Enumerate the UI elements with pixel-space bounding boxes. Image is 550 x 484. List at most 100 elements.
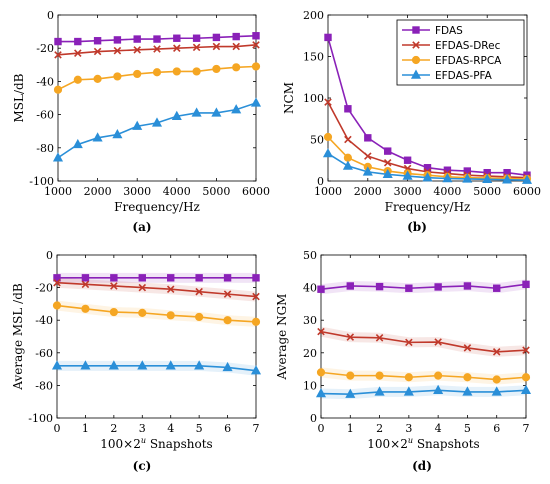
x-tick-label: 6 xyxy=(224,422,231,435)
data-point xyxy=(344,135,352,144)
data-point-stroke-b xyxy=(53,278,61,287)
x-axis-label-tail: Snapshots xyxy=(146,437,213,451)
x-axis-label-superscript: u xyxy=(408,436,413,445)
x-tick-label: 4 xyxy=(167,422,174,435)
plot-area-frame xyxy=(320,254,527,419)
data-point xyxy=(222,361,233,372)
data-point-stroke-b xyxy=(110,282,118,290)
data-point xyxy=(434,283,442,291)
data-point xyxy=(110,274,118,282)
y-axis-label: NCM xyxy=(282,82,296,114)
data-point xyxy=(192,34,201,42)
data-point-stroke-b xyxy=(252,292,260,301)
panel-caption: (b) xyxy=(407,220,427,234)
data-point-stroke-b xyxy=(54,51,62,59)
data-point xyxy=(362,166,373,176)
series-line xyxy=(57,365,257,372)
data-point-stroke-b xyxy=(434,338,442,346)
data-point xyxy=(493,284,501,292)
data-point xyxy=(212,42,221,51)
data-point xyxy=(113,72,122,81)
data-point xyxy=(173,44,181,52)
data-point xyxy=(251,62,261,71)
data-point xyxy=(195,287,203,296)
data-point xyxy=(232,42,240,51)
data-point xyxy=(323,132,333,142)
data-point xyxy=(405,284,413,292)
data-point xyxy=(364,152,372,160)
data-point xyxy=(434,371,443,380)
data-point xyxy=(522,280,530,289)
x-axis-label-tail: Snapshots xyxy=(413,437,480,451)
legend-label: EFDAS-DRec xyxy=(435,40,501,52)
data-point xyxy=(223,316,232,325)
series-efdas-pfa xyxy=(315,384,532,398)
data-point xyxy=(402,170,413,180)
data-point-stroke-b xyxy=(324,98,332,106)
data-point xyxy=(109,307,118,317)
data-point xyxy=(374,386,385,396)
data-point xyxy=(72,138,83,149)
data-point-stroke-b xyxy=(405,338,413,347)
data-point xyxy=(433,384,444,394)
series-fdas xyxy=(54,32,260,46)
data-point-stroke-b xyxy=(173,44,181,52)
x-tick-label: 7 xyxy=(523,422,530,435)
series-efdas-pfa xyxy=(322,148,533,184)
x-axis-label-text: 100×2 xyxy=(367,437,408,451)
y-tick-label: 0 xyxy=(46,249,53,262)
data-point xyxy=(442,172,453,183)
data-point xyxy=(384,147,392,155)
x-tick-label: 1000 xyxy=(44,185,72,198)
series-fdas xyxy=(53,274,260,282)
data-point xyxy=(93,37,102,45)
legend-marker xyxy=(410,69,422,79)
y-tick-label: 0 xyxy=(47,9,54,22)
y-tick-label: 0 xyxy=(310,412,317,425)
data-point xyxy=(462,386,473,396)
x-tick-label: 3 xyxy=(405,422,412,435)
series-line xyxy=(320,389,527,396)
data-point xyxy=(81,280,90,289)
data-point xyxy=(73,75,82,84)
x-axis-label: Frequency/Hz xyxy=(114,200,200,214)
legend-label: FDAS xyxy=(435,25,463,37)
series-efdas-drec xyxy=(53,278,260,301)
data-point xyxy=(151,117,163,127)
x-tick-label: 5 xyxy=(464,422,471,435)
data-point xyxy=(231,104,242,114)
data-point xyxy=(52,152,64,162)
data-point xyxy=(316,368,326,377)
data-point xyxy=(252,41,260,49)
data-point-stroke-b xyxy=(317,327,325,336)
data-point-stroke-b xyxy=(74,49,82,57)
data-point xyxy=(53,274,61,282)
data-point xyxy=(252,274,260,282)
x-tick-label: 6 xyxy=(493,422,500,435)
data-point xyxy=(463,344,472,352)
legend-label: EFDAS-RPCA xyxy=(435,55,502,67)
x-axis-label: 100×2u Snapshots xyxy=(367,436,479,451)
data-point xyxy=(405,338,413,347)
data-point-stroke-b xyxy=(192,43,201,52)
data-point xyxy=(403,386,414,396)
series-line xyxy=(320,283,527,291)
data-point xyxy=(54,37,62,46)
y-tick-label: -40 xyxy=(36,75,54,88)
data-point-stroke-b xyxy=(212,42,221,51)
data-point xyxy=(138,308,147,317)
data-point xyxy=(74,37,82,46)
data-point xyxy=(250,97,262,107)
data-point xyxy=(232,63,241,72)
data-point-stroke-b xyxy=(492,348,501,356)
data-point xyxy=(108,360,119,370)
y-axis-label: Average NGM xyxy=(275,294,289,381)
data-point-stroke-b xyxy=(344,135,352,144)
data-point xyxy=(252,292,260,301)
data-point xyxy=(113,46,122,55)
y-tick-label: 50 xyxy=(310,134,324,147)
data-point xyxy=(153,35,161,43)
data-point xyxy=(232,32,240,41)
x-tick-label: 4000 xyxy=(433,185,461,198)
legend-marker xyxy=(411,55,421,65)
